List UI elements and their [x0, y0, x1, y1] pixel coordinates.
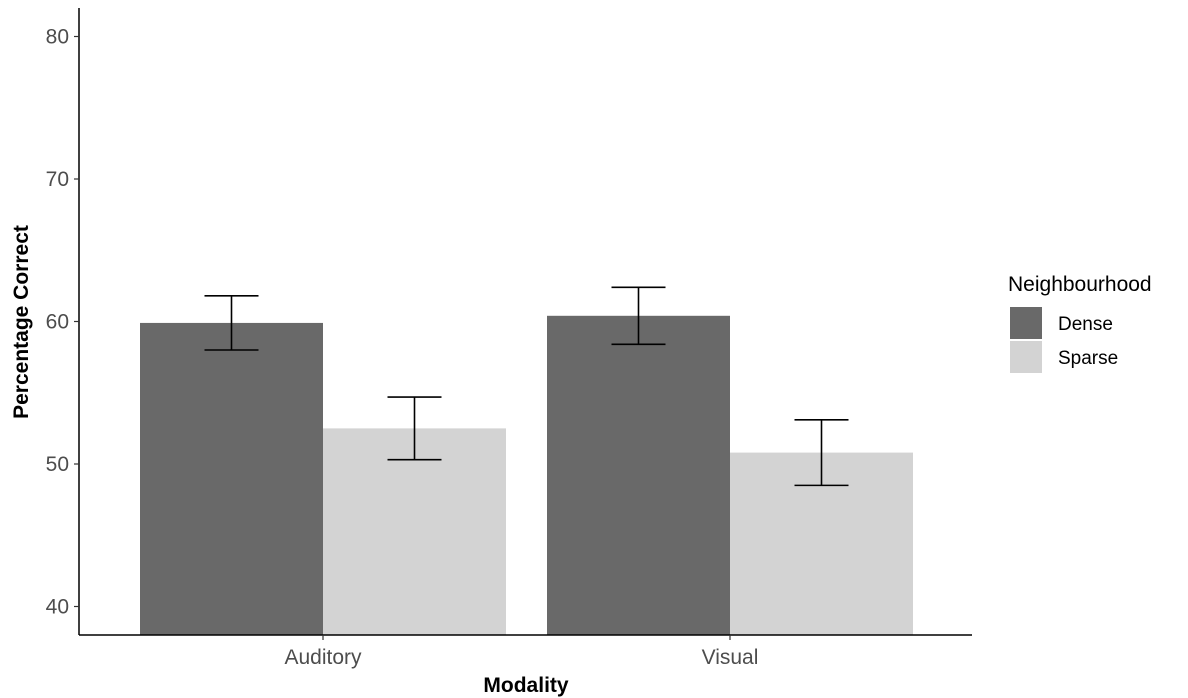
- x-tick-label-visual: Visual: [702, 646, 759, 669]
- error-bar-dense-visual: [611, 286, 666, 346]
- y-tick-label-50: 50: [46, 453, 69, 476]
- error-bar-sparse-auditory: [387, 396, 442, 461]
- x-axis-title: Modality: [483, 674, 568, 697]
- x-ticks-layer: Auditory Visual: [284, 635, 758, 669]
- y-tick-label-40: 40: [46, 596, 69, 619]
- y-tick-label-60: 60: [46, 311, 69, 334]
- legend-label-dense: Dense: [1058, 314, 1113, 335]
- y-tick-label-70: 70: [46, 168, 69, 191]
- y-ticks-layer: 40 50 60 70 80: [46, 26, 79, 619]
- error-bar-dense-auditory: [204, 295, 259, 351]
- legend: Neighbourhood Dense Sparse: [1008, 273, 1152, 373]
- legend-title: Neighbourhood: [1008, 273, 1152, 296]
- error-bar-sparse-visual: [794, 419, 849, 487]
- legend-key-sparse: [1010, 341, 1042, 373]
- y-tick-label-80: 80: [46, 26, 69, 49]
- legend-key-dense: [1010, 307, 1042, 339]
- legend-label-sparse: Sparse: [1058, 348, 1118, 369]
- bar-dense-auditory: [140, 322, 323, 635]
- bars-layer: [140, 315, 913, 635]
- bar-sparse-auditory: [323, 428, 506, 635]
- x-tick-label-auditory: Auditory: [284, 646, 362, 669]
- bar-dense-visual: [547, 315, 730, 635]
- y-axis-title: Percentage Correct: [10, 225, 33, 419]
- error-bars-layer: [204, 286, 849, 487]
